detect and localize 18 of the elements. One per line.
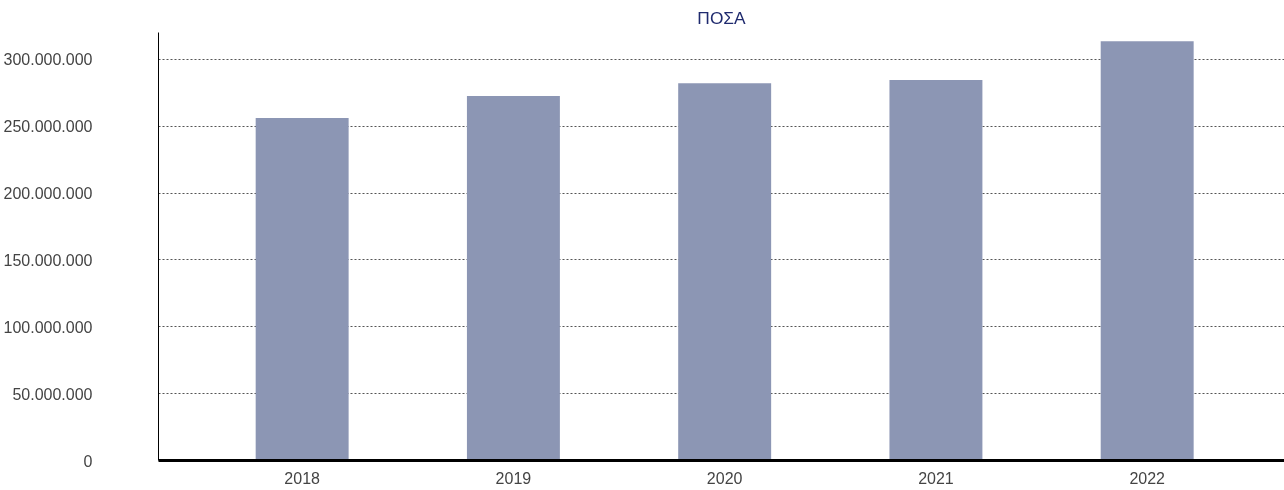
x-tick-label: 2018 [284,469,321,487]
x-tick-label: 2021 [918,469,954,487]
x-tick-label: 2019 [495,469,532,487]
x-tick-label: 2020 [706,469,743,487]
y-tick-label: 300.000.000 [3,51,93,69]
bar [889,79,983,461]
y-tick-label: 250.000.000 [3,118,93,136]
bar [678,83,772,461]
y-tick-label: 150.000.000 [3,251,93,269]
bar [255,118,349,461]
chart-title: ΠΟΣΑ [697,7,747,28]
y-tick-label: 200.000.000 [3,185,93,202]
x-tick-label: 2022 [1129,469,1166,487]
bar [466,96,560,461]
bar [1100,41,1194,461]
y-tick-label: 50.000.000 [12,385,93,403]
y-tick-label: 100.000.000 [3,318,93,336]
y-tick-label: 0 [83,452,93,470]
